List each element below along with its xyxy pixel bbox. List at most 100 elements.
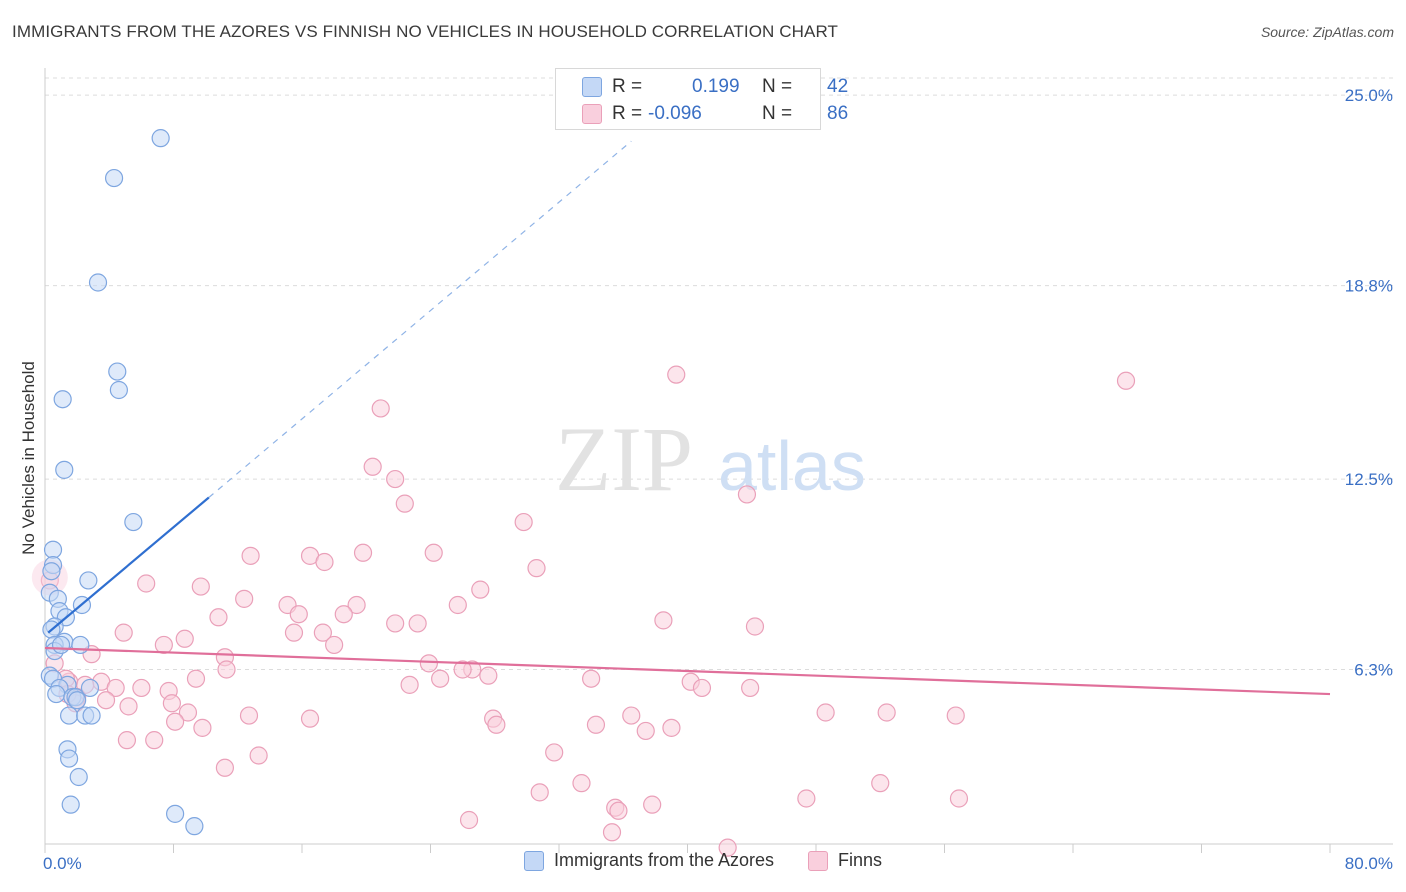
finns-point: [114, 623, 133, 642]
chart-legend: Immigrants from the Azores Finns: [0, 850, 1406, 871]
finns-point: [106, 678, 125, 698]
finns-point: [654, 611, 673, 630]
finns-point: [132, 678, 151, 698]
finns-point: [235, 589, 254, 608]
finns-point: [408, 614, 427, 633]
finns-point: [877, 703, 896, 722]
finns-point: [946, 706, 965, 725]
finns-point: [530, 783, 549, 802]
finns-point: [1116, 371, 1136, 390]
finns-point: [545, 743, 564, 762]
y-tick-label: 6.3%: [1354, 661, 1393, 680]
finns-point: [797, 789, 816, 808]
finns-point: [239, 706, 259, 725]
azores-point: [79, 571, 98, 590]
finns-point: [609, 801, 628, 820]
finns-point: [582, 669, 601, 688]
finns-point: [745, 617, 765, 636]
azores-point: [53, 390, 72, 409]
finns-point: [471, 580, 490, 599]
finns-point: [662, 718, 681, 737]
y-tick-label: 12.5%: [1345, 470, 1393, 489]
azores-point: [109, 380, 128, 400]
trend-lines: [44, 140, 1331, 696]
finns-point: [487, 715, 506, 734]
finns-point: [871, 774, 890, 793]
finns-point: [622, 706, 641, 725]
chart-title: IMMIGRANTS FROM THE AZORES VS FINNISH NO…: [12, 22, 838, 41]
finns-point: [186, 669, 206, 688]
finns-point: [96, 691, 116, 710]
n-value: 86: [827, 103, 849, 124]
azores-point: [82, 706, 101, 725]
finns-point: [175, 629, 194, 648]
x-tick-label: 80.0%: [1345, 854, 1393, 873]
azores-point: [124, 512, 143, 532]
legend-swatch-azores: [523, 850, 544, 871]
finns-point: [363, 457, 382, 476]
finns-point: [816, 703, 835, 722]
grid-lines: [45, 77, 1393, 670]
finns-point: [162, 694, 181, 713]
finns-point: [166, 712, 185, 731]
source-credit: Source: ZipAtlas.com: [1260, 24, 1394, 40]
finns-point: [479, 666, 498, 685]
azores-point: [68, 691, 87, 710]
finns-point: [718, 838, 737, 857]
y-tick-label: 18.8%: [1345, 277, 1393, 296]
finns-point: [249, 746, 268, 765]
legend-item-finns[interactable]: Finns: [808, 850, 882, 871]
legend-item-azores[interactable]: Immigrants from the Azores: [523, 850, 775, 871]
azores-point: [185, 817, 204, 836]
finns-point: [289, 605, 308, 624]
finns-point: [209, 608, 228, 627]
finns-point: [137, 574, 156, 593]
finns-point: [643, 795, 662, 814]
azores-trend-line: [47, 496, 210, 634]
finns-point: [949, 789, 969, 808]
finns-point: [284, 623, 304, 642]
azores-points: [40, 129, 204, 836]
finns-point: [586, 715, 606, 734]
azores-trend-extension: [208, 140, 632, 498]
r-value: -0.096: [648, 103, 702, 124]
azores-point: [151, 129, 170, 148]
finns-point: [459, 810, 479, 830]
legend-label-azores: Immigrants from the Azores: [553, 850, 775, 870]
finns-point: [667, 365, 686, 384]
finns-point: [424, 543, 443, 562]
azores-point: [69, 767, 88, 787]
azores-point: [59, 749, 79, 768]
azores-point: [71, 635, 90, 655]
finns-point: [419, 654, 438, 673]
finns-point: [371, 399, 390, 418]
y-tick-label: 25.0%: [1345, 86, 1393, 105]
correlation-stats-box: R = 0.199 N = 42 R = -0.096 N = 86: [555, 68, 848, 130]
legend-swatch-finns: [808, 850, 829, 871]
finns-trend-line: [44, 646, 1331, 696]
finns-point: [191, 577, 210, 596]
finns-point: [241, 546, 260, 565]
watermark-zip: ZIP: [555, 408, 693, 510]
finns-point: [572, 774, 591, 793]
finns-point: [737, 485, 757, 504]
finns-point: [215, 758, 234, 777]
finns-point: [300, 709, 320, 728]
finns-point: [431, 669, 450, 688]
n-label: N =: [762, 76, 793, 97]
n-value: 42: [827, 76, 849, 97]
finns-point: [119, 697, 138, 716]
finns-point: [178, 703, 198, 722]
finns-point: [527, 559, 546, 578]
finns-swatch: [582, 104, 602, 124]
azores-point: [51, 635, 71, 655]
finns-point: [353, 543, 373, 562]
azores-point: [88, 273, 108, 292]
finns-point: [453, 660, 472, 679]
r-label: R =: [612, 76, 643, 97]
finns-point: [741, 678, 760, 698]
n-label: N =: [762, 103, 793, 124]
finns-point: [313, 623, 332, 642]
azores-point: [47, 684, 66, 704]
